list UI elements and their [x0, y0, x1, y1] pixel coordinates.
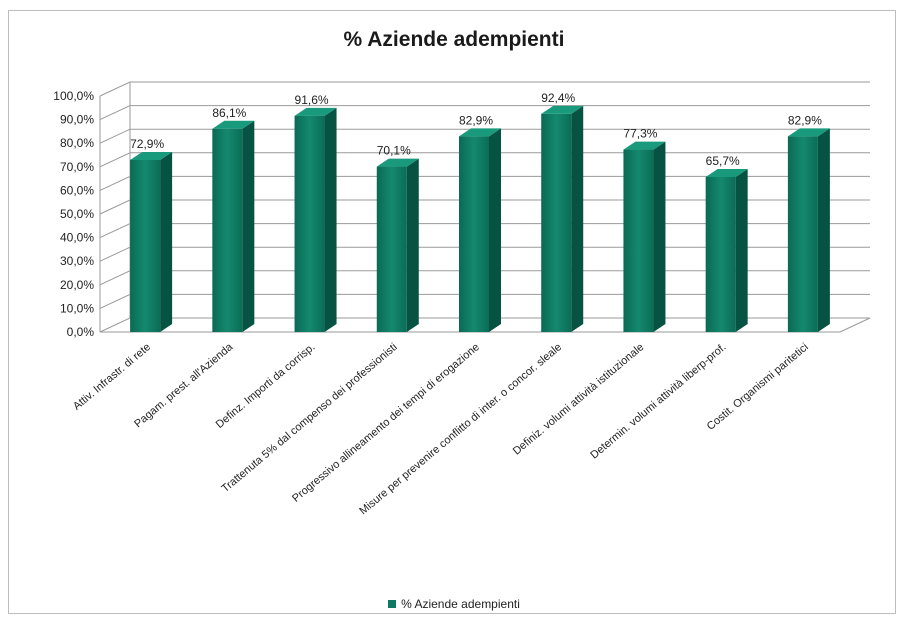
- bar-side: [653, 141, 666, 332]
- bar: [623, 141, 666, 332]
- bar-top: [294, 107, 337, 116]
- bar-side: [571, 105, 584, 332]
- bar-side: [324, 107, 337, 332]
- y-tick-label: 100,0%: [53, 89, 94, 103]
- bar-front: [376, 166, 407, 332]
- bar: [294, 107, 337, 332]
- category-label: Progressivo allineamento dei tempi di er…: [290, 341, 482, 505]
- gridline-side: [99, 317, 131, 333]
- bar-front: [705, 176, 736, 332]
- gridline-side: [99, 293, 131, 309]
- bar: [130, 151, 173, 332]
- data-label: 72,9%: [130, 137, 164, 151]
- y-tick-label: 20,0%: [60, 278, 94, 292]
- legend: % Aziende adempienti: [0, 596, 908, 611]
- bar-side: [406, 158, 419, 332]
- bar-front: [294, 115, 325, 332]
- bar-side: [817, 128, 830, 332]
- bar-front: [541, 113, 572, 332]
- y-tick-label: 0,0%: [67, 325, 95, 339]
- bar-side: [735, 168, 748, 332]
- bar-front: [212, 128, 243, 332]
- y-tick-label: 40,0%: [60, 231, 94, 245]
- gridline-side: [99, 175, 131, 191]
- data-label: 91,6%: [295, 93, 329, 107]
- legend-swatch: [388, 599, 397, 608]
- bar-front: [459, 136, 489, 332]
- gridline-side: [99, 270, 131, 286]
- category-label: Definiz. volumi attività istituzionale: [511, 341, 647, 457]
- y-tick-label: 70,0%: [60, 160, 94, 174]
- y-tick-label: 80,0%: [60, 136, 94, 150]
- bar-top: [376, 158, 419, 167]
- gridline-side: [99, 199, 131, 215]
- chart-title: % Aziende adempienti: [343, 28, 565, 51]
- bar-front: [623, 149, 654, 332]
- y-tick-label: 30,0%: [60, 254, 94, 268]
- bar-top: [130, 151, 173, 160]
- data-label: 65,7%: [706, 154, 740, 168]
- data-label: 82,9%: [459, 113, 493, 127]
- bar-top: [623, 141, 666, 150]
- bar: [787, 128, 830, 332]
- bar-side: [242, 120, 255, 332]
- data-label: 82,9%: [788, 113, 822, 127]
- bar: [705, 168, 748, 332]
- y-tick-label: 50,0%: [60, 207, 94, 221]
- bar: [212, 120, 255, 332]
- bar-top: [212, 120, 255, 129]
- bar: [459, 128, 501, 332]
- data-label: 92,4%: [541, 91, 575, 105]
- bar: [541, 105, 584, 332]
- legend-label: % Aziende adempienti: [401, 596, 520, 611]
- bar-side: [160, 151, 173, 332]
- gridline-side: [99, 152, 131, 168]
- y-tick-label: 90,0%: [60, 113, 94, 127]
- bars: [130, 105, 830, 332]
- y-axis: 0,0% 10,0% 20,0% 30,0% 40,0% 50,0% 60,0% 70,0% 8…: [53, 89, 94, 339]
- bar-side: [489, 128, 501, 332]
- bar-top: [541, 105, 584, 114]
- bar-top: [459, 128, 501, 137]
- bar-front: [130, 159, 161, 332]
- category-label: Trattenuta 5% dal compenso dei professio…: [219, 341, 399, 495]
- bar-front: [787, 136, 818, 332]
- category-label: Determin. volumi attività liberp-prof.: [588, 341, 728, 461]
- bar-top: [787, 128, 830, 137]
- data-label: 86,1%: [212, 106, 246, 120]
- y-tick-label: 60,0%: [60, 183, 94, 197]
- y-tick-label: 10,0%: [60, 301, 94, 315]
- bar: [376, 158, 419, 332]
- gridline-side: [99, 246, 131, 262]
- data-label: 70,1%: [377, 144, 411, 158]
- gridline-side: [99, 128, 131, 144]
- gridline-side: [99, 81, 131, 97]
- data-label: 77,3%: [623, 127, 657, 141]
- gridline-side: [99, 105, 131, 121]
- floor-right-edge: [839, 317, 871, 333]
- gridline-side: [99, 223, 131, 239]
- data-labels: 72,9% 86,1% 91,6% 70,1% 82,9% 92,4% 77,3% 65,7%…: [130, 91, 822, 168]
- bar-top: [705, 168, 748, 177]
- category-label: Attiv. Infrastr. di rete: [71, 341, 153, 413]
